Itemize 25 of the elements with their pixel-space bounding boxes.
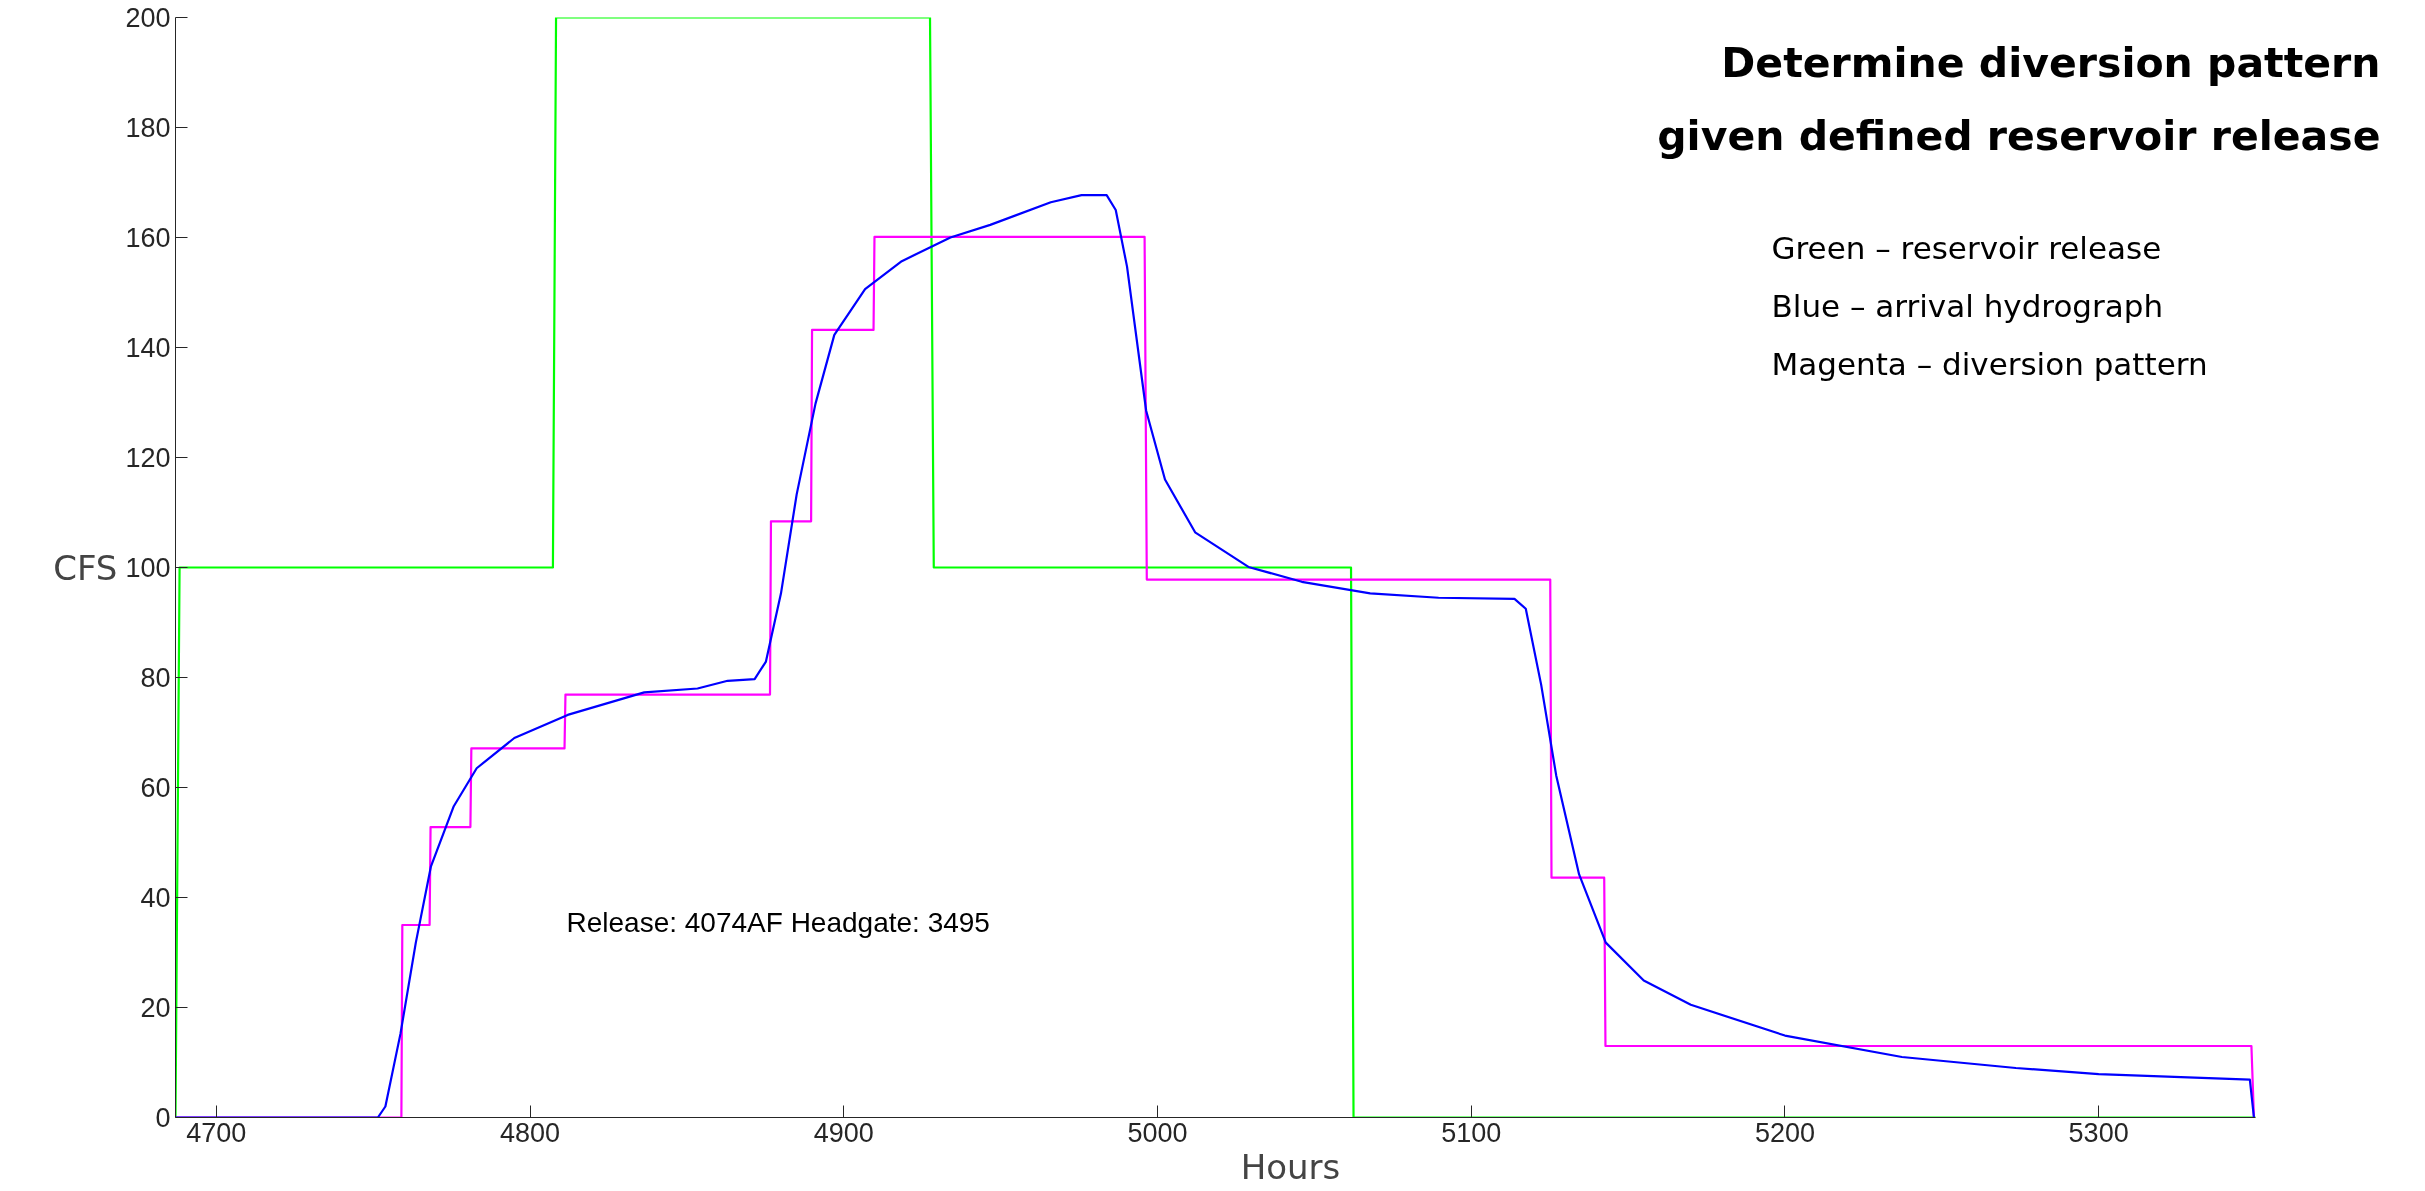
y-tick-label: 200 [125, 3, 171, 33]
x-tick-label: 5000 [1127, 1117, 1188, 1148]
y-tick-label: 140 [125, 333, 171, 363]
y-tick-label: 20 [140, 993, 171, 1023]
y-tick-label: 0 [155, 1103, 171, 1133]
annotation: Blue – arrival hydrograph [1771, 287, 2164, 324]
x-axis-title: Hours [1240, 1146, 1341, 1187]
y-tick-label: 180 [125, 113, 171, 143]
y-tick-label: 160 [125, 223, 171, 253]
x-tick-label: 5200 [1754, 1117, 1815, 1148]
x-tick-label: 4900 [813, 1117, 874, 1148]
x-tick-label: 5100 [1441, 1117, 1502, 1148]
annotation: Magenta – diversion pattern [1771, 345, 2208, 382]
y-tick-label: 120 [125, 443, 171, 473]
annotation: Release: 4074AF Headgate: 3495 [566, 907, 990, 938]
y-tick-label: 40 [140, 883, 171, 913]
y-axis-title: CFS [53, 547, 118, 588]
x-tick-label: 5300 [2068, 1117, 2129, 1148]
text: Determine diversion pattern given defined reservoir release [1657, 38, 2381, 160]
x-tick-label: 4800 [499, 1117, 561, 1148]
y-tick-label: 80 [140, 663, 171, 693]
y-tick-label: 60 [140, 773, 171, 803]
y-tick-label: 100 [125, 553, 171, 583]
annotation: Green – reservoir release [1771, 229, 2162, 266]
x-tick-label: 4700 [186, 1117, 247, 1148]
